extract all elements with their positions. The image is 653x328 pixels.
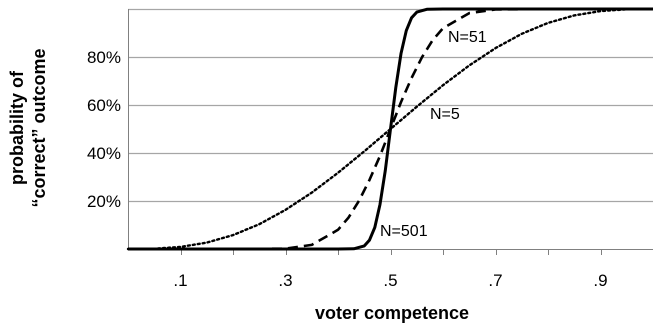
y-tick-label: 80% [87,48,121,67]
y-axis-title-line-1: probability of [7,70,27,185]
x-tick-label: .7 [488,271,502,290]
y-axis-title-line-2: “correct” outcome [29,48,49,207]
y-tick-label: 40% [87,144,121,163]
y-tick-label: 20% [87,192,121,211]
series-label-n5: N=5 [430,106,460,123]
tick-labels: 20% 40% 60% 80% .1 .3 .5 .7 .9 [87,48,608,290]
x-tick-label: .3 [278,271,292,290]
series-label-n51: N=51 [448,29,487,46]
series-label-n501: N=501 [380,223,428,240]
gridlines [128,8,653,203]
x-axis-title: voter competence [315,303,469,323]
series-line-n5 [126,7,653,251]
series-lines [126,7,653,251]
y-axis-title: probability of “correct” outcome [7,48,49,207]
x-tick-label: .9 [593,271,607,290]
x-tick-label: .1 [173,271,187,290]
y-tick-label: 60% [87,96,121,115]
x-tick-label: .5 [383,271,397,290]
